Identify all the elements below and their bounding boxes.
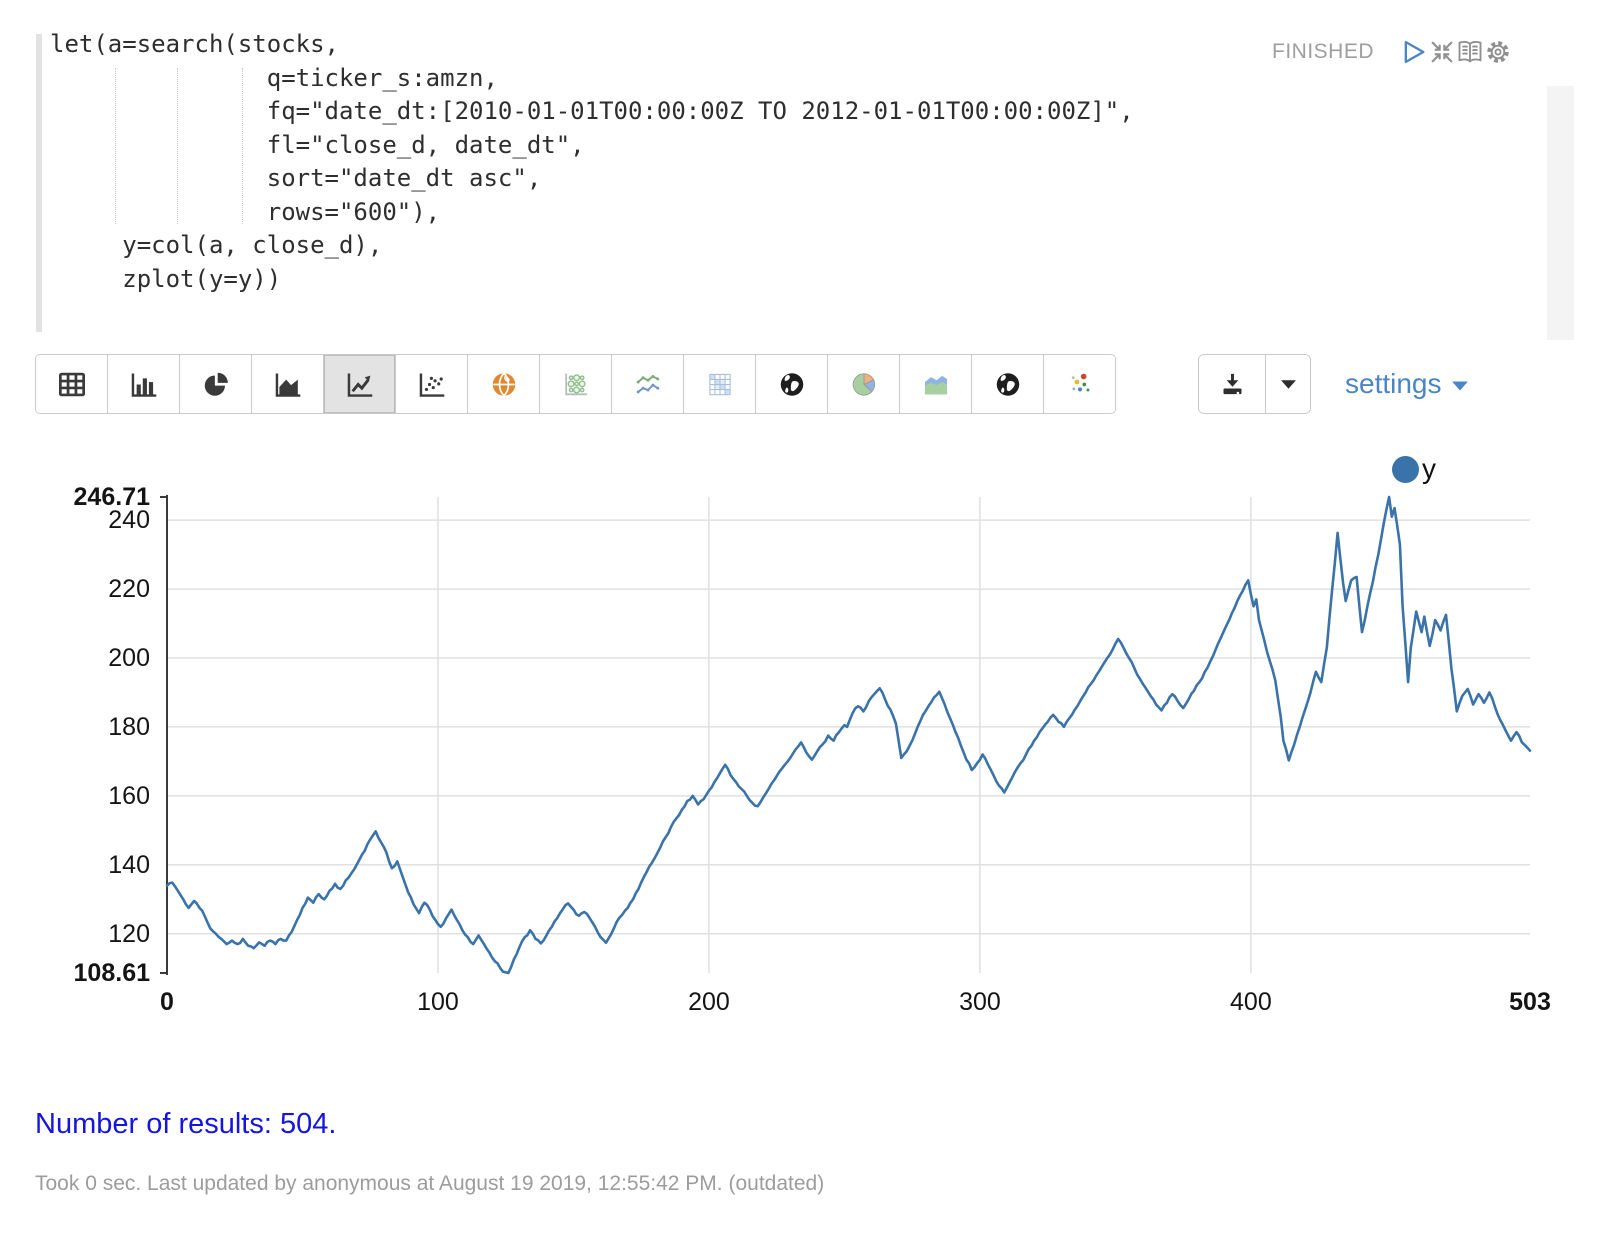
show-editor-icon — [1458, 41, 1482, 63]
y-tick-label-246.71: 246.71 — [73, 483, 150, 511]
globe-dark-2-icon — [996, 372, 1019, 396]
indent-guide — [115, 68, 116, 224]
x-tick-label-0: 0 — [160, 988, 174, 1016]
multi-line-chart-icon — [636, 374, 659, 393]
y-tick-label-108.61: 108.61 — [73, 959, 150, 987]
bubble-chart-icon — [564, 372, 587, 395]
area-chart-color-icon — [924, 375, 947, 394]
collapse-button[interactable] — [1428, 38, 1456, 66]
chart-type-area-chart-button[interactable] — [252, 355, 324, 413]
pie-chart-color-icon — [852, 372, 875, 396]
status-badge: FINISHED — [1272, 40, 1375, 63]
settings-toggle[interactable]: settings — [1345, 354, 1469, 414]
chart-type-selector — [35, 354, 1116, 414]
collapse-icon — [1431, 41, 1453, 63]
chart-type-globe-orange-button[interactable] — [468, 355, 540, 413]
x-tick-label-200: 200 — [688, 988, 730, 1016]
visualization-toolbar: settings — [0, 354, 1612, 418]
chart-type-pie-chart-button[interactable] — [180, 355, 252, 413]
series-y-line — [165, 495, 1532, 975]
y-tick-label-220: 220 — [108, 575, 150, 604]
x-tick-label-400: 400 — [1230, 988, 1272, 1016]
bar-chart-icon — [131, 372, 156, 397]
pie-chart-icon — [204, 372, 228, 396]
run-icon — [1404, 40, 1425, 64]
scatter-chart-icon — [419, 372, 444, 397]
editor-gutter — [36, 34, 42, 332]
y-tick-label-200: 200 — [108, 643, 150, 672]
settings-label: settings — [1345, 368, 1442, 399]
download-group — [1198, 354, 1311, 414]
x-tick-label-503: 503 — [1509, 988, 1551, 1016]
chart-type-heatmap-button[interactable] — [684, 355, 756, 413]
heatmap-icon — [708, 373, 731, 395]
run-button[interactable] — [1400, 38, 1428, 66]
chart-type-multi-line-chart-button[interactable] — [612, 355, 684, 413]
chart-type-table-button[interactable] — [36, 355, 108, 413]
download-icon — [1223, 373, 1241, 394]
chart-type-pie-chart-color-button[interactable] — [828, 355, 900, 413]
x-tick-label-100: 100 — [417, 988, 459, 1016]
line-chart-icon — [347, 372, 372, 397]
legend-marker-icon — [1392, 455, 1419, 483]
y-tick-label-160: 160 — [108, 781, 150, 810]
chart-type-scatter-color-button[interactable] — [1044, 355, 1115, 413]
chart-type-bar-chart-button[interactable] — [108, 355, 180, 413]
y-tick-label-120: 120 — [108, 919, 150, 948]
scatter-color-icon — [1071, 373, 1089, 391]
download-options-button[interactable] — [1266, 355, 1310, 413]
globe-orange-icon — [492, 372, 515, 396]
indent-guide — [177, 68, 178, 224]
chart-type-globe-dark-button[interactable] — [756, 355, 828, 413]
chart-type-bubble-chart-button[interactable] — [540, 355, 612, 413]
gear-icon — [1487, 41, 1509, 63]
download-button[interactable] — [1199, 355, 1266, 413]
chevron-down-icon — [1451, 381, 1468, 391]
paragraph-controls: FINISHED — [1272, 38, 1512, 66]
table-icon — [58, 372, 85, 396]
legend-item-y[interactable]: y — [1392, 453, 1436, 485]
code-editor[interactable]: let(a=search(stocks, q=ticker_s:amzn, fq… — [50, 30, 1134, 293]
area-chart-icon — [275, 372, 300, 397]
notebook-paragraph: let(a=search(stocks, q=ticker_s:amzn, fq… — [0, 0, 1612, 348]
chart-type-scatter-chart-button[interactable] — [396, 355, 468, 413]
results-count: Number of results: 504. — [35, 1108, 337, 1140]
y-tick-label-180: 180 — [108, 712, 150, 741]
editor-scrollbar[interactable] — [1547, 86, 1574, 340]
paragraph-settings-button[interactable] — [1484, 38, 1512, 66]
chevron-down-icon — [1280, 379, 1296, 389]
line-chart: 246.71 240 220 200 180 160 140 120 108.61 0 100 200… — [0, 440, 1612, 1025]
toggle-editor-button[interactable] — [1456, 38, 1484, 66]
legend-label: y — [1422, 453, 1436, 484]
plot-area — [160, 495, 1532, 975]
y-tick-label-240: 240 — [108, 506, 150, 535]
chart-type-line-chart-button[interactable] — [324, 355, 396, 413]
paragraph-footer: Took 0 sec. Last updated by anonymous at… — [35, 1172, 825, 1195]
chart-type-globe-dark-2-button[interactable] — [972, 355, 1044, 413]
x-tick-label-300: 300 — [959, 988, 1001, 1016]
chart-type-area-chart-color-button[interactable] — [900, 355, 972, 413]
y-tick-label-140: 140 — [108, 850, 150, 879]
globe-dark-icon — [780, 372, 803, 396]
indent-guide — [242, 68, 243, 224]
